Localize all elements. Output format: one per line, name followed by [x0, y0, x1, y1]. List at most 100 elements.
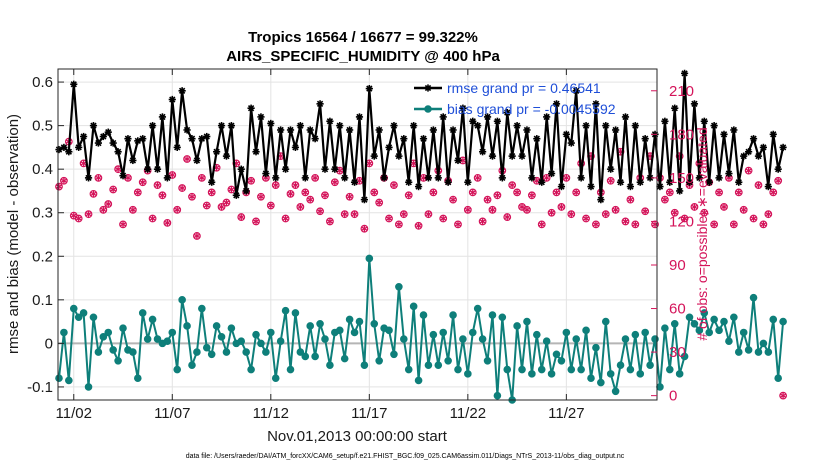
data-point — [528, 174, 536, 182]
data-point — [626, 365, 635, 374]
data-point — [666, 365, 674, 374]
data-point — [429, 126, 437, 134]
data-point — [272, 174, 280, 182]
data-point — [350, 210, 359, 219]
data-point — [612, 206, 619, 214]
data-point — [262, 169, 270, 178]
data-point — [128, 205, 137, 214]
data-point-core — [204, 134, 209, 139]
data-point — [89, 313, 98, 322]
data-point-core — [564, 132, 569, 137]
data-point — [326, 218, 334, 225]
data-point-core — [372, 154, 377, 159]
data-point — [745, 148, 753, 156]
data-point — [754, 152, 763, 160]
data-point — [390, 181, 398, 190]
data-point — [528, 192, 535, 199]
data-point — [602, 122, 610, 130]
data-point — [257, 339, 265, 348]
data-point — [271, 181, 280, 190]
data-point-stroke — [371, 190, 378, 195]
data-point — [148, 315, 157, 324]
data-point — [281, 214, 290, 223]
data-point-core — [71, 82, 76, 87]
data-point-stroke — [174, 207, 181, 212]
data-point — [582, 122, 590, 130]
data-point — [217, 203, 226, 211]
data-point-core — [559, 184, 564, 189]
data-point-core — [702, 119, 707, 124]
data-point — [138, 309, 147, 317]
data-point — [138, 178, 147, 187]
data-point — [538, 221, 545, 228]
data-point — [468, 188, 477, 197]
data-point — [70, 80, 78, 88]
data-point-core — [672, 106, 677, 111]
data-point — [301, 352, 310, 361]
data-point-core — [288, 127, 293, 132]
data-point — [60, 177, 67, 184]
data-point-stroke — [509, 182, 516, 188]
data-point-core — [510, 154, 515, 159]
data-point-stroke — [183, 156, 191, 162]
data-point-core — [189, 136, 194, 141]
y2-tick-label: 0 — [669, 388, 677, 405]
data-point — [779, 143, 787, 151]
data-point — [129, 156, 137, 165]
data-point-core — [657, 184, 662, 189]
data-point-core — [726, 171, 731, 176]
data-point — [311, 173, 320, 182]
data-point — [770, 189, 777, 196]
data-point — [174, 206, 181, 214]
data-point — [690, 100, 699, 108]
data-point — [89, 189, 98, 198]
data-point — [547, 208, 556, 217]
data-point — [469, 189, 476, 196]
data-point-core — [303, 175, 308, 180]
data-point — [114, 148, 122, 156]
data-point — [572, 335, 581, 343]
data-point-stroke — [85, 212, 92, 217]
data-point — [114, 357, 122, 365]
data-point — [218, 203, 225, 211]
legend-marker — [424, 105, 432, 113]
data-point-core — [308, 127, 313, 132]
data-point — [626, 182, 634, 191]
data-point — [680, 214, 689, 223]
y-axis-label: rmse and bias (model - observation) — [5, 114, 22, 354]
data-point — [680, 352, 689, 361]
data-point-core — [460, 106, 465, 111]
data-point — [558, 203, 565, 211]
data-point — [484, 196, 491, 203]
data-point — [163, 218, 172, 227]
data-point — [656, 182, 664, 191]
data-point-core — [347, 127, 352, 132]
data-point — [326, 117, 334, 125]
data-point — [84, 174, 93, 182]
data-point — [715, 189, 723, 196]
data-point-stroke — [395, 222, 402, 227]
data-point-core — [135, 138, 140, 143]
data-point — [213, 148, 221, 156]
data-point — [257, 192, 265, 201]
data-point — [607, 165, 615, 173]
data-point-core — [717, 175, 722, 180]
data-point-core — [318, 101, 323, 106]
data-point — [301, 174, 309, 182]
series-line — [58, 72, 785, 201]
data-point-core — [396, 154, 401, 159]
data-point — [124, 174, 132, 182]
data-point — [350, 178, 359, 186]
data-point-stroke — [267, 203, 274, 208]
data-point — [345, 315, 354, 324]
data-point — [227, 185, 236, 194]
data-point — [523, 205, 531, 214]
data-point-core — [751, 136, 756, 141]
data-point — [685, 178, 694, 186]
chart-title: Tropics 16564 / 16677 = 99.322% — [248, 29, 478, 46]
data-point — [769, 315, 778, 324]
data-point — [439, 328, 448, 337]
data-point-core — [327, 119, 332, 124]
data-point-stroke — [602, 212, 609, 217]
data-point-stroke — [504, 214, 511, 220]
